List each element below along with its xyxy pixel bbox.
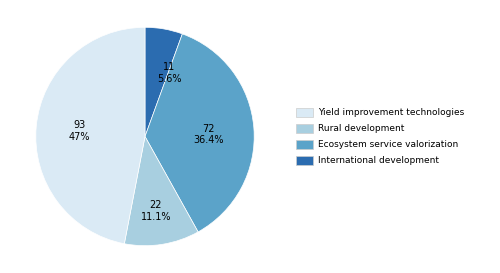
Wedge shape [36, 27, 145, 244]
Text: 93
47%: 93 47% [68, 120, 90, 142]
Legend: Yield improvement technologies, Rural development, Ecosystem service valorizatio: Yield improvement technologies, Rural de… [294, 106, 466, 167]
Text: 22
11.1%: 22 11.1% [140, 200, 171, 222]
Text: 11
5.6%: 11 5.6% [157, 62, 182, 84]
Wedge shape [145, 34, 254, 232]
Wedge shape [124, 136, 198, 246]
Text: 72
36.4%: 72 36.4% [193, 123, 224, 145]
Wedge shape [145, 27, 182, 136]
